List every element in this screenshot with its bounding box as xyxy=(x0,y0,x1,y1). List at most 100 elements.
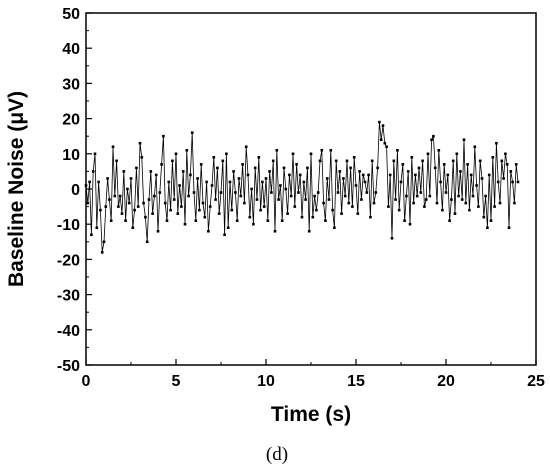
data-point xyxy=(336,191,340,194)
data-point xyxy=(338,170,342,173)
data-point xyxy=(403,219,406,222)
data-point xyxy=(167,180,171,184)
data-point xyxy=(178,184,181,187)
data-point xyxy=(136,205,140,208)
data-point xyxy=(415,194,419,198)
data-point xyxy=(270,191,273,194)
data-point xyxy=(514,163,518,166)
data-point xyxy=(361,173,365,177)
data-point xyxy=(286,212,289,215)
data-point xyxy=(279,184,282,187)
data-point xyxy=(149,170,153,173)
data-point xyxy=(190,131,194,134)
data-point xyxy=(388,173,392,177)
data-point xyxy=(459,170,462,173)
data-point xyxy=(349,166,352,170)
data-point xyxy=(252,222,255,226)
data-point xyxy=(277,198,280,201)
data-point xyxy=(208,205,212,208)
data-point xyxy=(172,198,176,201)
data-point xyxy=(102,240,106,244)
data-point xyxy=(399,180,403,184)
data-point xyxy=(307,229,311,233)
data-point xyxy=(475,184,478,187)
data-point xyxy=(187,194,190,198)
data-point xyxy=(264,177,268,180)
data-point xyxy=(181,170,185,173)
data-point xyxy=(367,173,370,177)
data-point xyxy=(462,138,466,142)
data-point xyxy=(262,205,266,208)
y-tick-label: -20 xyxy=(57,252,80,269)
data-point xyxy=(165,219,169,222)
data-point xyxy=(300,215,304,219)
data-point xyxy=(288,173,291,177)
data-point xyxy=(450,198,453,201)
data-point xyxy=(513,201,516,205)
data-point xyxy=(199,163,203,166)
data-point xyxy=(412,201,415,205)
data-point xyxy=(437,148,441,152)
data-point xyxy=(360,198,363,201)
x-axis-ticks: 0 5 10 15 20 25 xyxy=(82,359,545,390)
data-point xyxy=(502,177,505,180)
series-line xyxy=(85,122,519,253)
data-point xyxy=(455,152,459,156)
data-point xyxy=(320,148,324,152)
data-point xyxy=(293,205,297,208)
data-point xyxy=(435,201,439,205)
data-point xyxy=(394,198,397,201)
data-point xyxy=(342,177,345,180)
data-point xyxy=(241,163,244,166)
data-point xyxy=(457,194,460,198)
data-point xyxy=(108,198,111,201)
data-point xyxy=(133,208,136,212)
y-tick-label: 10 xyxy=(62,147,80,164)
y-tick-label: -40 xyxy=(57,323,80,340)
data-point xyxy=(194,219,198,222)
data-point xyxy=(433,166,437,170)
data-point xyxy=(120,212,124,215)
y-tick-label: 20 xyxy=(62,112,80,129)
data-point xyxy=(183,222,187,226)
y-tick-label: -50 xyxy=(57,358,80,375)
data-point xyxy=(243,201,246,205)
data-point xyxy=(390,236,394,240)
data-point xyxy=(127,201,131,205)
data-point xyxy=(489,219,493,222)
data-point xyxy=(316,191,320,194)
data-point xyxy=(351,205,354,208)
y-axis-title: Baseline Noise (μV) xyxy=(5,91,28,287)
data-point xyxy=(327,198,331,201)
data-point xyxy=(309,152,313,156)
data-point xyxy=(207,229,210,233)
data-point xyxy=(93,152,97,156)
data-point xyxy=(401,163,405,166)
data-point xyxy=(259,208,262,212)
data-point xyxy=(325,177,329,180)
data-point xyxy=(329,148,333,152)
data-point xyxy=(122,170,126,173)
data-point xyxy=(432,134,435,138)
data-point xyxy=(381,124,385,127)
data-point xyxy=(230,208,234,212)
data-point xyxy=(235,219,239,222)
data-point xyxy=(507,226,511,230)
data-point xyxy=(484,194,487,198)
data-point xyxy=(228,180,232,184)
data-point xyxy=(255,198,259,201)
data-point xyxy=(396,148,399,152)
data-point xyxy=(306,166,309,170)
data-point xyxy=(154,173,158,177)
data-point xyxy=(135,166,138,170)
data-point xyxy=(421,159,424,163)
data-point xyxy=(498,201,502,205)
data-point xyxy=(289,194,293,198)
data-point xyxy=(138,141,142,145)
data-point xyxy=(284,187,288,191)
data-point xyxy=(334,159,338,163)
data-point xyxy=(192,191,196,194)
data-point xyxy=(129,177,133,180)
data-point xyxy=(111,145,115,149)
data-point xyxy=(358,170,361,173)
